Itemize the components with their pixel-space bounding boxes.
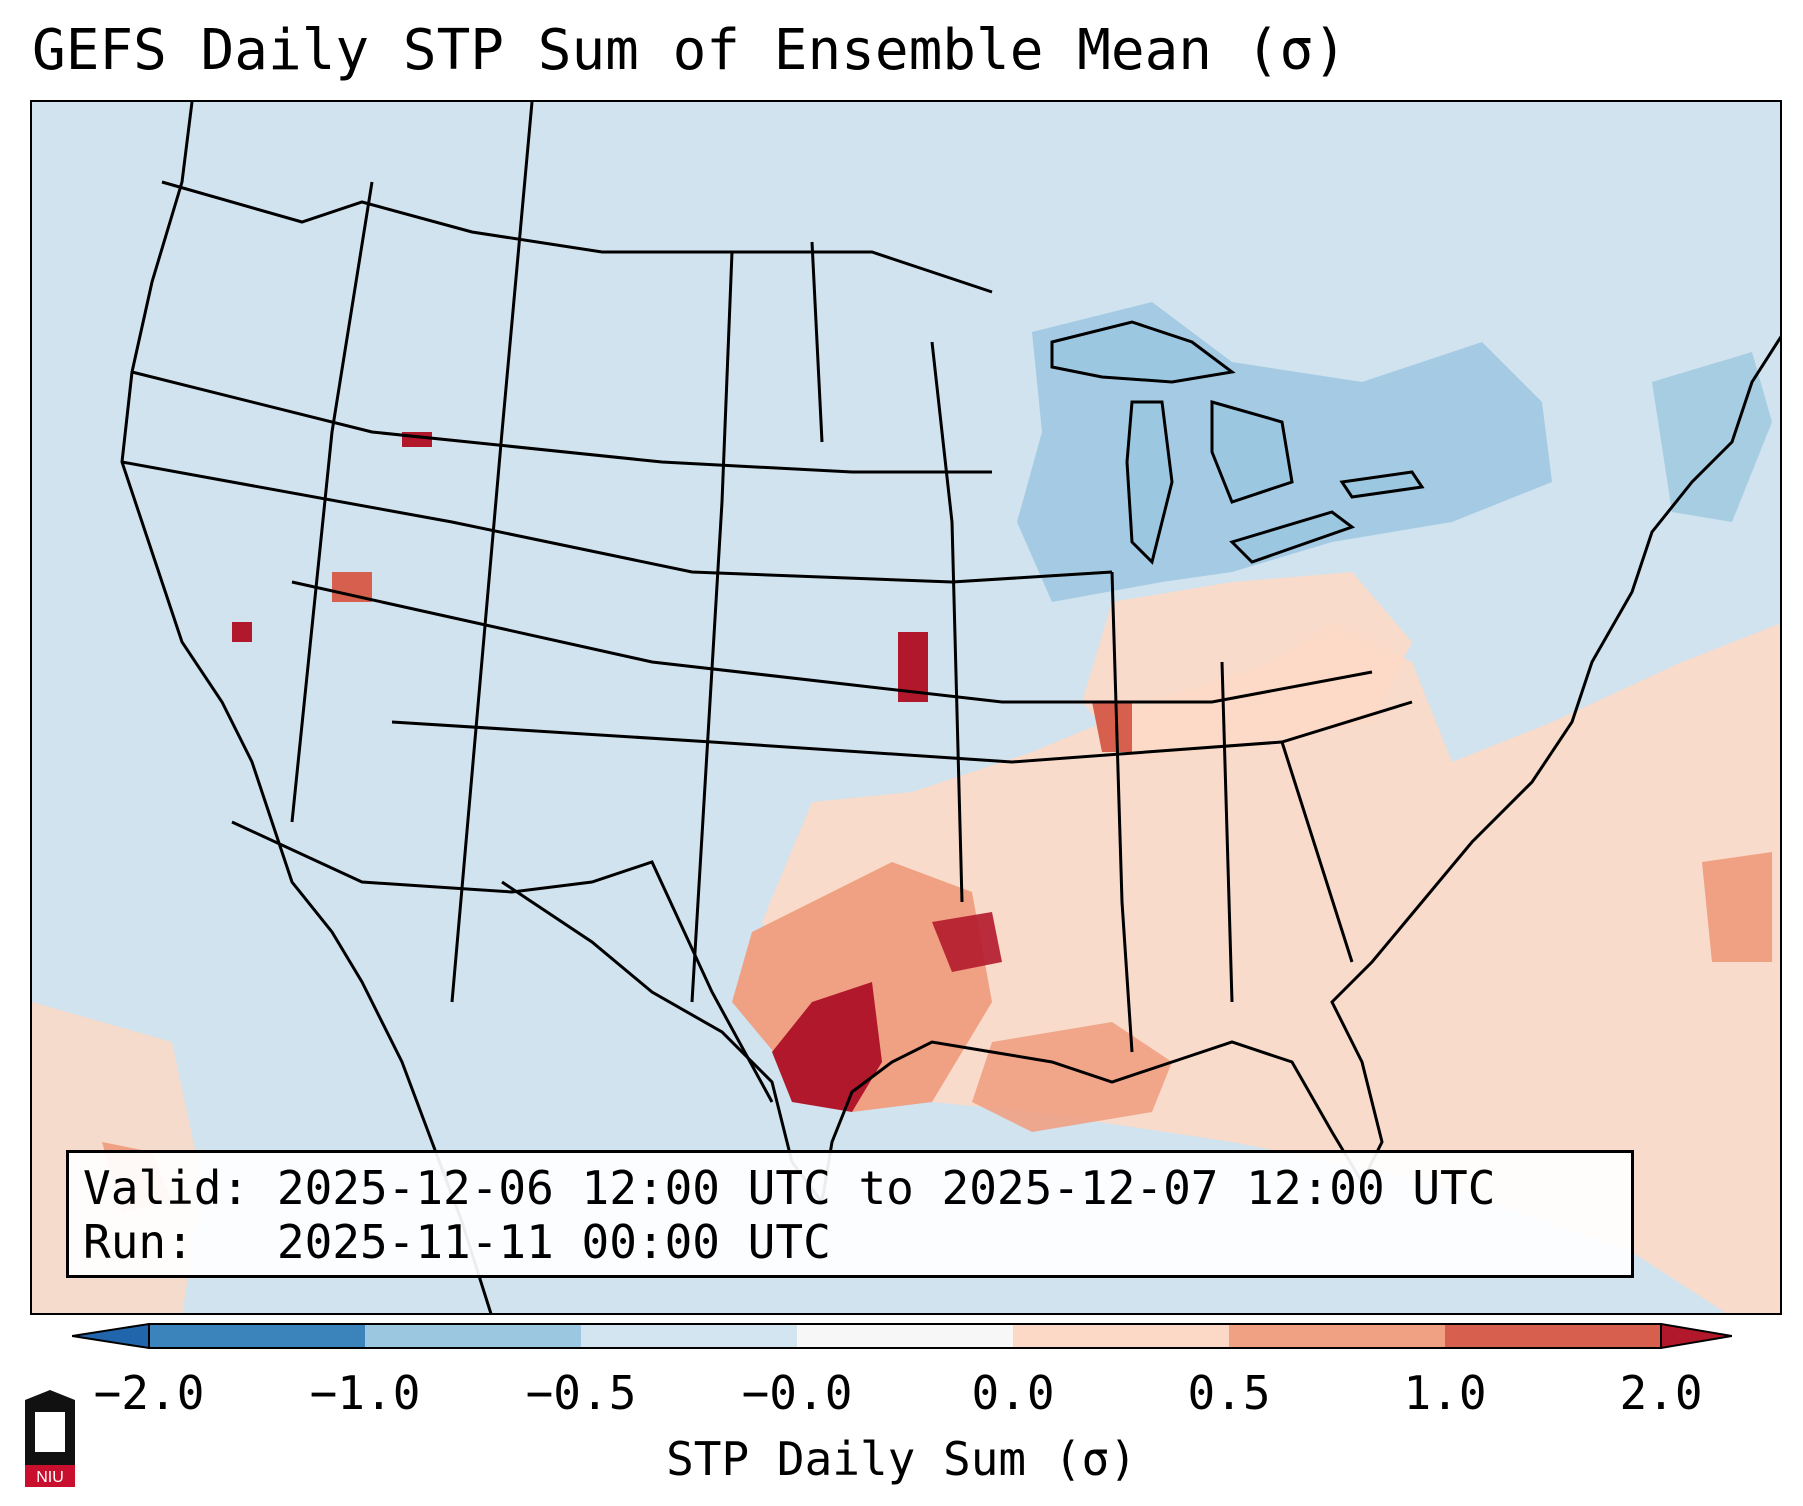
- colorbar-segment-6: [1229, 1324, 1445, 1348]
- run-label: Run:: [83, 1215, 194, 1269]
- positive-area-southeast: [762, 622, 1780, 1313]
- state-line-4: [291, 580, 1373, 704]
- colorbar-label: STP Daily Sum (σ): [666, 1432, 1137, 1486]
- strong-area-south-texas: [772, 982, 882, 1112]
- border-canada: [161, 180, 993, 294]
- state-line-2: [131, 370, 992, 474]
- lake-erie: [1229, 510, 1356, 564]
- map-svg: [32, 102, 1780, 1313]
- state-line-3: [121, 460, 1113, 584]
- tick-label: 0.5: [1187, 1366, 1271, 1420]
- border-mexico: [231, 820, 774, 1103]
- tick-label: −1.0: [309, 1366, 421, 1420]
- colorbar-extend-high: [1660, 1322, 1732, 1350]
- state-line-12: [810, 241, 824, 443]
- boundaries: [120, 102, 1780, 1313]
- state-line-11: [1280, 741, 1354, 963]
- state-line-8: [930, 341, 964, 903]
- strong-area-louisiana-tx: [932, 912, 1002, 972]
- lake-huron: [1210, 400, 1294, 504]
- moderate-area-gulf: [972, 1022, 1172, 1132]
- state-line-6: [450, 102, 534, 1003]
- run-value: 2025-11-11 00:00 UTC: [276, 1215, 831, 1269]
- positive-area-ohio-valley: [1082, 572, 1412, 762]
- colorbar-segment-2: [365, 1324, 581, 1348]
- state-line-10: [1220, 661, 1234, 1003]
- colorbar-frame: [148, 1323, 1662, 1349]
- chart-title: GEFS Daily STP Sum of Ensemble Mean (σ): [32, 18, 1347, 83]
- state-line-9: [1110, 571, 1134, 1053]
- state-line-1: [290, 181, 374, 823]
- niu-logo-icon: NIU: [25, 1390, 75, 1487]
- tick-label: −0.5: [525, 1366, 637, 1420]
- valid-run-info-box: Valid: 2025-12-06 12:00 UTC to 2025-12-0…: [66, 1150, 1634, 1278]
- colorbar-segment-3: [581, 1324, 797, 1348]
- logo-text: NIU: [36, 1469, 64, 1486]
- valid-label: Valid:: [83, 1161, 250, 1215]
- strong-area-california: [232, 622, 252, 642]
- tick-label: −2.0: [93, 1366, 205, 1420]
- tick-label: 0.0: [971, 1366, 1055, 1420]
- state-line-7: [690, 251, 734, 1003]
- great-lakes: [1050, 320, 1425, 565]
- colorbar-segment-1: [149, 1324, 365, 1348]
- valid-value: 2025-12-06 12:00 UTC to 2025-12-07 12:00…: [276, 1161, 1496, 1215]
- colorbar-segment-7: [1445, 1324, 1661, 1348]
- moderate-area-atlantic: [1702, 852, 1772, 962]
- lake-superior: [1050, 320, 1236, 384]
- state-line-5: [391, 700, 1413, 764]
- lake-michigan: [1125, 400, 1174, 565]
- strong-area-kansas: [898, 632, 928, 702]
- colorbar-segment-5: [1013, 1324, 1229, 1348]
- coastline-west: [120, 102, 493, 1313]
- colorbar: [72, 1322, 1732, 1350]
- colorbar-segment-4: [797, 1324, 1013, 1348]
- tick-label: −0.0: [741, 1366, 853, 1420]
- negative-area-northeast: [1652, 352, 1772, 522]
- tick-label: 1.0: [1403, 1366, 1487, 1420]
- strong-area-arkansas: [1092, 702, 1132, 752]
- tick-label: 2.0: [1619, 1366, 1703, 1420]
- colorbar-extend-low: [72, 1322, 150, 1350]
- map-panel: [30, 100, 1782, 1315]
- lake-ontario: [1339, 470, 1425, 499]
